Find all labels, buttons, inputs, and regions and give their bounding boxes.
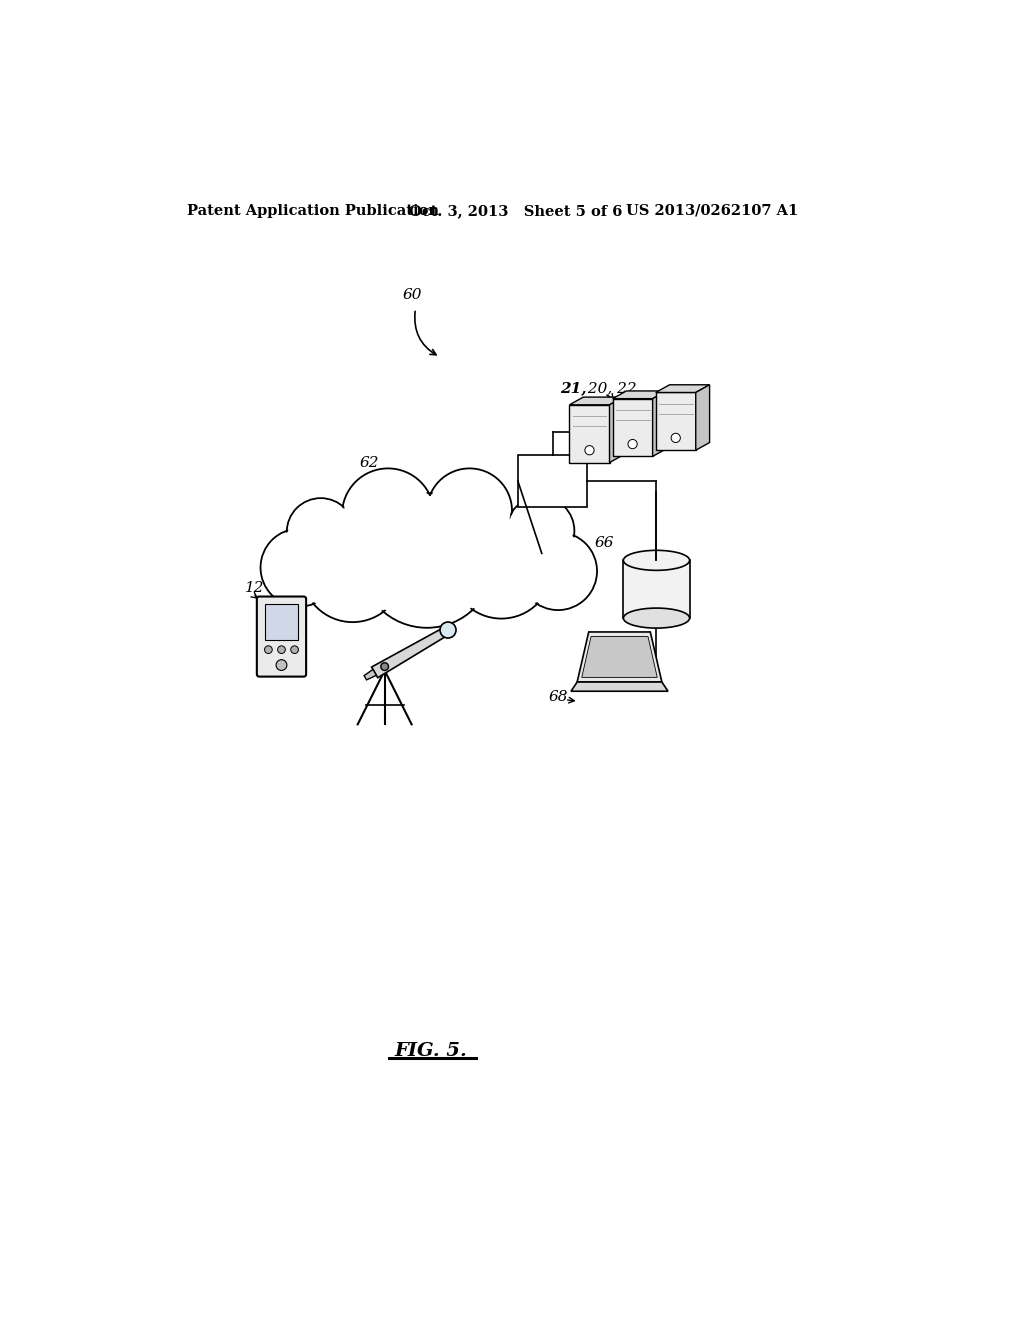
Text: 20, 22: 20, 22 xyxy=(584,381,637,395)
Circle shape xyxy=(342,469,434,561)
Polygon shape xyxy=(365,669,377,680)
Circle shape xyxy=(628,440,637,449)
Text: 13: 13 xyxy=(438,664,458,677)
Circle shape xyxy=(288,499,353,565)
Circle shape xyxy=(262,531,337,605)
Polygon shape xyxy=(695,385,710,450)
Circle shape xyxy=(359,494,495,628)
Text: Patent Application Publication: Patent Application Publication xyxy=(186,203,438,218)
FancyBboxPatch shape xyxy=(257,597,306,677)
Circle shape xyxy=(278,645,286,653)
Polygon shape xyxy=(655,385,710,392)
Circle shape xyxy=(304,523,401,620)
Text: Oct. 3, 2013   Sheet 5 of 6: Oct. 3, 2013 Sheet 5 of 6 xyxy=(410,203,623,218)
Circle shape xyxy=(440,622,456,638)
Circle shape xyxy=(287,498,354,566)
Polygon shape xyxy=(582,636,657,677)
Text: 12: 12 xyxy=(245,581,264,595)
Circle shape xyxy=(520,533,596,609)
Polygon shape xyxy=(655,392,695,450)
Circle shape xyxy=(264,645,272,653)
Polygon shape xyxy=(612,399,652,457)
Polygon shape xyxy=(609,397,624,462)
Circle shape xyxy=(276,660,287,671)
Circle shape xyxy=(302,520,403,622)
Polygon shape xyxy=(372,626,451,677)
Circle shape xyxy=(362,496,492,626)
Polygon shape xyxy=(578,632,662,682)
Circle shape xyxy=(381,663,388,671)
Text: 60: 60 xyxy=(402,289,422,302)
Circle shape xyxy=(344,470,432,558)
Circle shape xyxy=(585,446,594,455)
Polygon shape xyxy=(569,405,609,462)
Polygon shape xyxy=(571,682,668,692)
Polygon shape xyxy=(612,391,667,399)
Text: 62: 62 xyxy=(360,455,380,470)
Circle shape xyxy=(508,498,573,564)
Circle shape xyxy=(427,469,512,553)
Text: 66: 66 xyxy=(594,536,613,550)
Text: 68: 68 xyxy=(549,690,568,705)
Text: 21,: 21, xyxy=(560,381,587,395)
Ellipse shape xyxy=(624,550,689,570)
Circle shape xyxy=(291,645,298,653)
Bar xyxy=(518,455,587,507)
Bar xyxy=(264,605,298,640)
Polygon shape xyxy=(652,391,667,457)
Circle shape xyxy=(506,496,574,565)
Circle shape xyxy=(671,433,680,442)
Text: FIG. 5.: FIG. 5. xyxy=(394,1043,467,1060)
Circle shape xyxy=(453,519,550,616)
Circle shape xyxy=(519,532,597,610)
Bar xyxy=(273,631,581,677)
Ellipse shape xyxy=(624,609,689,628)
Circle shape xyxy=(429,470,510,552)
Circle shape xyxy=(451,516,552,619)
Circle shape xyxy=(260,528,339,607)
Bar xyxy=(624,560,689,618)
Text: US 2013/0262107 A1: US 2013/0262107 A1 xyxy=(626,203,798,218)
Polygon shape xyxy=(569,397,624,405)
